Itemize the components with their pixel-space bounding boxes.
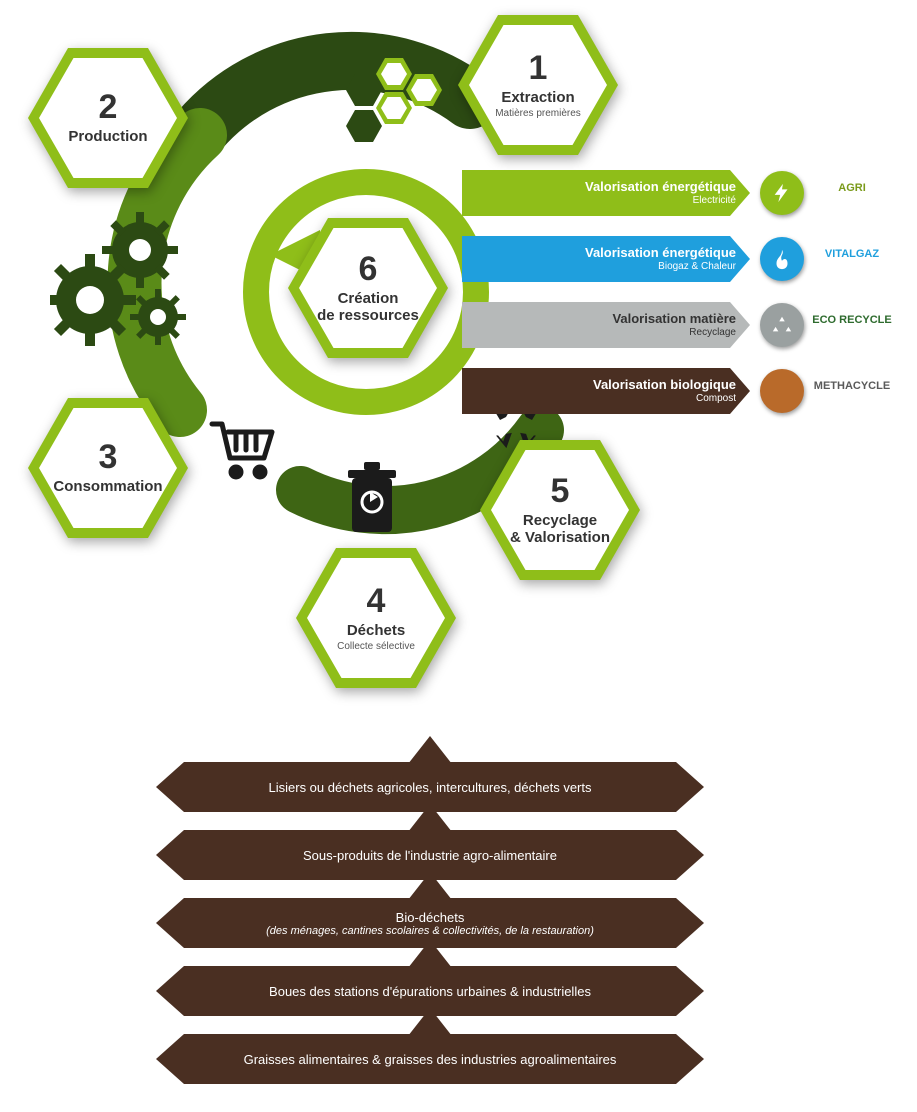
valorisation-badge-1 xyxy=(760,237,804,281)
brand-label-3: METHACYCLE xyxy=(812,380,892,392)
hex-subtitle: Matières premières xyxy=(495,108,581,119)
valorisation-title: Valorisation énergétique xyxy=(585,246,736,260)
valorisation-badge-0 xyxy=(760,171,804,215)
valorisation-sub: Biogaz & Chaleur xyxy=(585,261,736,272)
hex-hex3: 3 Consommation xyxy=(28,398,188,538)
cart-icon xyxy=(208,418,278,487)
gears-icon xyxy=(50,205,210,365)
valorisation-sub: Electricité xyxy=(585,195,736,206)
hex-title: Déchets xyxy=(347,622,405,639)
hex-number: 3 xyxy=(99,440,118,474)
hex-subtitle: Collecte sélective xyxy=(337,641,415,652)
hex-number: 6 xyxy=(359,252,378,286)
hex-number: 4 xyxy=(367,584,386,618)
waste-bar-title: Sous-produits de l'industrie agro-alimen… xyxy=(303,848,557,863)
waste-bar-title: Graisses alimentaires & graisses des ind… xyxy=(244,1052,617,1067)
hex-title: Créationde ressources xyxy=(317,290,419,325)
waste-connector-1 xyxy=(408,804,452,832)
waste-bar-4: Graisses alimentaires & graisses des ind… xyxy=(156,1034,704,1084)
infographic-canvas: 1 Extraction Matières premières 2 Production… xyxy=(0,0,917,1112)
brand-label-1: VITALGAZ xyxy=(812,248,892,260)
hex-hex5: 5 Recyclage& Valorisation xyxy=(480,440,640,580)
hex-number: 2 xyxy=(99,90,118,124)
valorisation-badge-3 xyxy=(760,369,804,413)
hex-title: Production xyxy=(68,128,147,145)
bin-icon xyxy=(344,460,400,543)
waste-bar-title: Bio-déchets xyxy=(396,910,465,925)
valorisation-title: Valorisation matière xyxy=(612,312,736,326)
valorisation-title: Valorisation biologique xyxy=(593,378,736,392)
waste-bar-sub: (des ménages, cantines scolaires & colle… xyxy=(266,925,594,937)
valorisation-arrow-1: Valorisation énergétiqueBiogaz & Chaleur xyxy=(462,236,750,282)
valorisation-sub: Recyclage xyxy=(612,327,736,338)
waste-bar-title: Boues des stations d'épurations urbaines… xyxy=(269,984,591,999)
valorisation-badge-2 xyxy=(760,303,804,347)
waste-connector-0 xyxy=(408,736,452,764)
hex-number: 1 xyxy=(529,51,548,85)
hex-hex4: 4 Déchets Collecte sélective xyxy=(296,548,456,688)
waste-connector-3 xyxy=(408,940,452,968)
valorisation-arrow-0: Valorisation énergétiqueElectricité xyxy=(462,170,750,216)
valorisation-sub: Compost xyxy=(593,393,736,404)
brand-label-2: ECO RECYCLE xyxy=(812,314,892,326)
hex-title: Recyclage& Valorisation xyxy=(510,512,610,547)
hex-hex1: 1 Extraction Matières premières xyxy=(458,15,618,155)
hex-title: Extraction xyxy=(501,89,574,106)
brand-label-0: AGRI xyxy=(812,182,892,194)
waste-connector-4 xyxy=(408,1008,452,1036)
hex-number: 5 xyxy=(551,474,570,508)
hex-title: Consommation xyxy=(53,478,162,495)
hex-hex2: 2 Production xyxy=(28,48,188,188)
valorisation-arrow-2: Valorisation matièreRecyclage xyxy=(462,302,750,348)
valorisation-title: Valorisation énergétique xyxy=(585,180,736,194)
waste-bar-title: Lisiers ou déchets agricoles, intercultu… xyxy=(269,780,592,795)
valorisation-arrow-3: Valorisation biologiqueCompost xyxy=(462,368,750,414)
hex-hex6: 6 Créationde ressources xyxy=(288,218,448,358)
waste-connector-2 xyxy=(408,872,452,900)
